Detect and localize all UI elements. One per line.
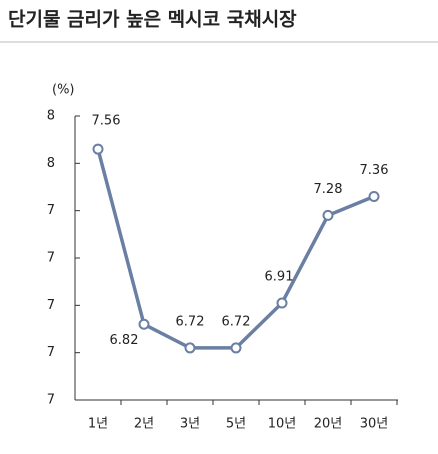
- point: [368, 190, 380, 202]
- point: [92, 143, 104, 155]
- x-tick-label: 10년: [268, 417, 297, 432]
- point: [138, 318, 150, 330]
- data-label: 6.72: [222, 314, 251, 329]
- y-axis-label: (%): [52, 83, 75, 98]
- y-tick-label: 7: [47, 251, 55, 266]
- point: [184, 342, 196, 354]
- x-tick-label: 30년: [360, 417, 389, 432]
- data-label: 7.56: [92, 114, 121, 129]
- x-tick-label: 2년: [134, 417, 154, 432]
- y-tick-label: 7: [47, 345, 55, 360]
- x-tick-label: 1년: [88, 417, 108, 432]
- y-tick-label: 8: [47, 109, 55, 124]
- y-tick-label: 7: [47, 393, 55, 408]
- y-tick-label: 7: [47, 298, 55, 313]
- data-label: 7.28: [314, 182, 343, 197]
- chart-title: 단기물 금리가 높은 멕시코 국채시장: [8, 9, 297, 31]
- data-label: 7.36: [360, 163, 389, 178]
- data-label: 6.72: [176, 314, 205, 329]
- x-tick-label: 3년: [180, 417, 200, 432]
- point: [276, 297, 288, 309]
- y-tick-label: 8: [47, 156, 55, 171]
- y-tick-label: 7: [47, 203, 55, 218]
- point: [230, 342, 242, 354]
- point: [322, 209, 334, 221]
- x-tick-label: 20년: [314, 417, 343, 432]
- x-tick-label: 5년: [226, 417, 246, 432]
- data-label: 6.82: [110, 333, 139, 348]
- data-label: 6.91: [265, 269, 294, 284]
